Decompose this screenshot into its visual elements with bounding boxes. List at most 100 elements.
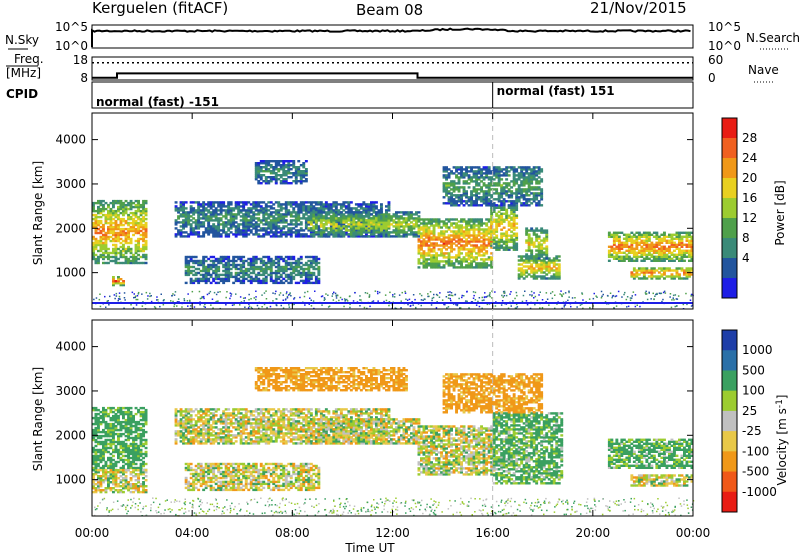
echo-cell-2 — [277, 219, 281, 222]
echo-cell-0 — [142, 199, 145, 203]
echo-cell-10 — [635, 271, 639, 274]
echo-cell-6 — [515, 204, 519, 207]
echo-cell-2 — [224, 211, 228, 214]
echo-cell-0 — [119, 251, 123, 255]
echo-cell-1 — [119, 283, 123, 287]
echo-cell-9 — [685, 239, 689, 242]
echo-cell-7 — [540, 275, 544, 278]
ground-speckle — [533, 297, 535, 299]
echo-cell-3 — [397, 217, 401, 220]
echo-cell-3 — [317, 219, 321, 222]
echo-cell-5 — [470, 228, 473, 231]
echo-cell-2 — [380, 213, 383, 216]
echo-cell-4 — [304, 279, 308, 283]
echo-cell-5 — [457, 252, 461, 255]
echo-cell-5 — [437, 224, 441, 227]
echo-cell-2 — [229, 207, 233, 210]
echo-cell-9 — [678, 241, 681, 244]
ground-speckle — [561, 295, 563, 297]
echo-cell-2 — [224, 209, 228, 212]
echo-cell-2 — [322, 203, 326, 206]
echo-cell-2 — [182, 221, 185, 224]
echo-cell-7 — [520, 267, 524, 270]
echo-cell-2 — [244, 217, 248, 220]
echo-cell-5 — [475, 234, 478, 237]
echo-cell-12 — [274, 164, 278, 167]
echo-cell-6 — [490, 218, 494, 221]
echo-cell-11 — [482, 196, 486, 199]
echo-cell-8 — [542, 229, 546, 232]
echo-cell-3 — [312, 217, 316, 220]
echo-cell-4 — [234, 267, 238, 271]
echo-cell-9 — [632, 235, 636, 238]
echo-cell-2 — [312, 207, 316, 210]
echo-cell-2 — [217, 205, 221, 208]
echo-cell-11 — [442, 202, 446, 205]
echo-cell-8 — [545, 231, 549, 234]
echo-cell-2 — [294, 211, 298, 214]
echo-cell-3 — [412, 235, 416, 238]
echo-cell-4 — [274, 265, 278, 269]
echo-cell-5 — [425, 244, 428, 247]
echo-cell-4 — [279, 279, 283, 283]
echo-cell-11 — [530, 198, 534, 201]
echo-cell-9 — [625, 237, 629, 240]
echo-cell-0 — [132, 213, 135, 217]
echo-cell-4 — [269, 267, 273, 271]
echo-cell-2 — [365, 225, 368, 228]
echo-cell-3 — [365, 211, 368, 214]
echo-cell-5 — [465, 238, 468, 241]
echo-cell-4 — [212, 263, 216, 267]
echo-cell-10 — [685, 269, 689, 272]
echo-cell-4 — [304, 281, 308, 285]
echo-cell-2 — [187, 217, 191, 220]
echo-cell-3 — [352, 215, 356, 218]
echo-cell-4 — [272, 279, 276, 283]
echo-cell-9 — [673, 255, 676, 258]
echo-cell-3 — [359, 213, 363, 216]
echo-cell-9 — [670, 237, 674, 240]
echo-cell-2 — [219, 209, 223, 212]
echo-cell-4 — [192, 273, 196, 277]
echo-cell-4 — [229, 259, 233, 263]
echo-cell-11 — [517, 192, 521, 195]
echo-cell-9 — [668, 251, 671, 254]
echo-cell-11 — [507, 182, 511, 185]
echo-cell-3 — [359, 231, 363, 234]
echo-cell-8 — [545, 249, 549, 252]
echo-cell-8 — [542, 247, 546, 250]
echo-cell-6 — [490, 244, 494, 247]
echo-cell-9 — [675, 245, 679, 248]
echo-cell-2 — [349, 201, 353, 204]
echo-cell-4 — [262, 273, 266, 277]
echo-cell-7 — [530, 271, 534, 274]
echo-cell-11 — [467, 196, 471, 199]
echo-cell-7 — [552, 273, 556, 276]
echo-cell-2 — [227, 201, 231, 204]
echo-cell-2 — [344, 205, 348, 208]
echo-cell-3 — [405, 235, 408, 238]
echo-cell-7 — [535, 275, 539, 278]
echo-cell-2 — [219, 235, 223, 238]
echo-cell-2 — [174, 219, 178, 222]
echo-cell-3 — [334, 229, 338, 232]
echo-cell-9 — [607, 255, 611, 258]
echo-cell-5 — [487, 230, 491, 233]
echo-cell-0 — [134, 245, 138, 249]
echo-cell-8 — [540, 231, 544, 234]
echo-cell-2 — [272, 223, 276, 226]
echo-cell-2 — [282, 231, 286, 234]
echo-cell-9 — [685, 251, 689, 254]
echo-cell-5 — [452, 242, 456, 245]
echo-cell-2 — [214, 209, 218, 212]
echo-cell-2 — [184, 235, 188, 238]
echo-cell-4 — [284, 269, 288, 273]
echo-cell-11 — [442, 196, 446, 199]
echo-cell-2 — [189, 211, 193, 214]
echo-cell-3 — [402, 231, 406, 234]
echo-cell-5 — [477, 238, 481, 241]
echo-cell-2 — [254, 203, 258, 206]
echo-cell-5 — [447, 242, 451, 245]
echo-cell-4 — [312, 273, 316, 277]
echo-cell-9 — [675, 235, 679, 238]
